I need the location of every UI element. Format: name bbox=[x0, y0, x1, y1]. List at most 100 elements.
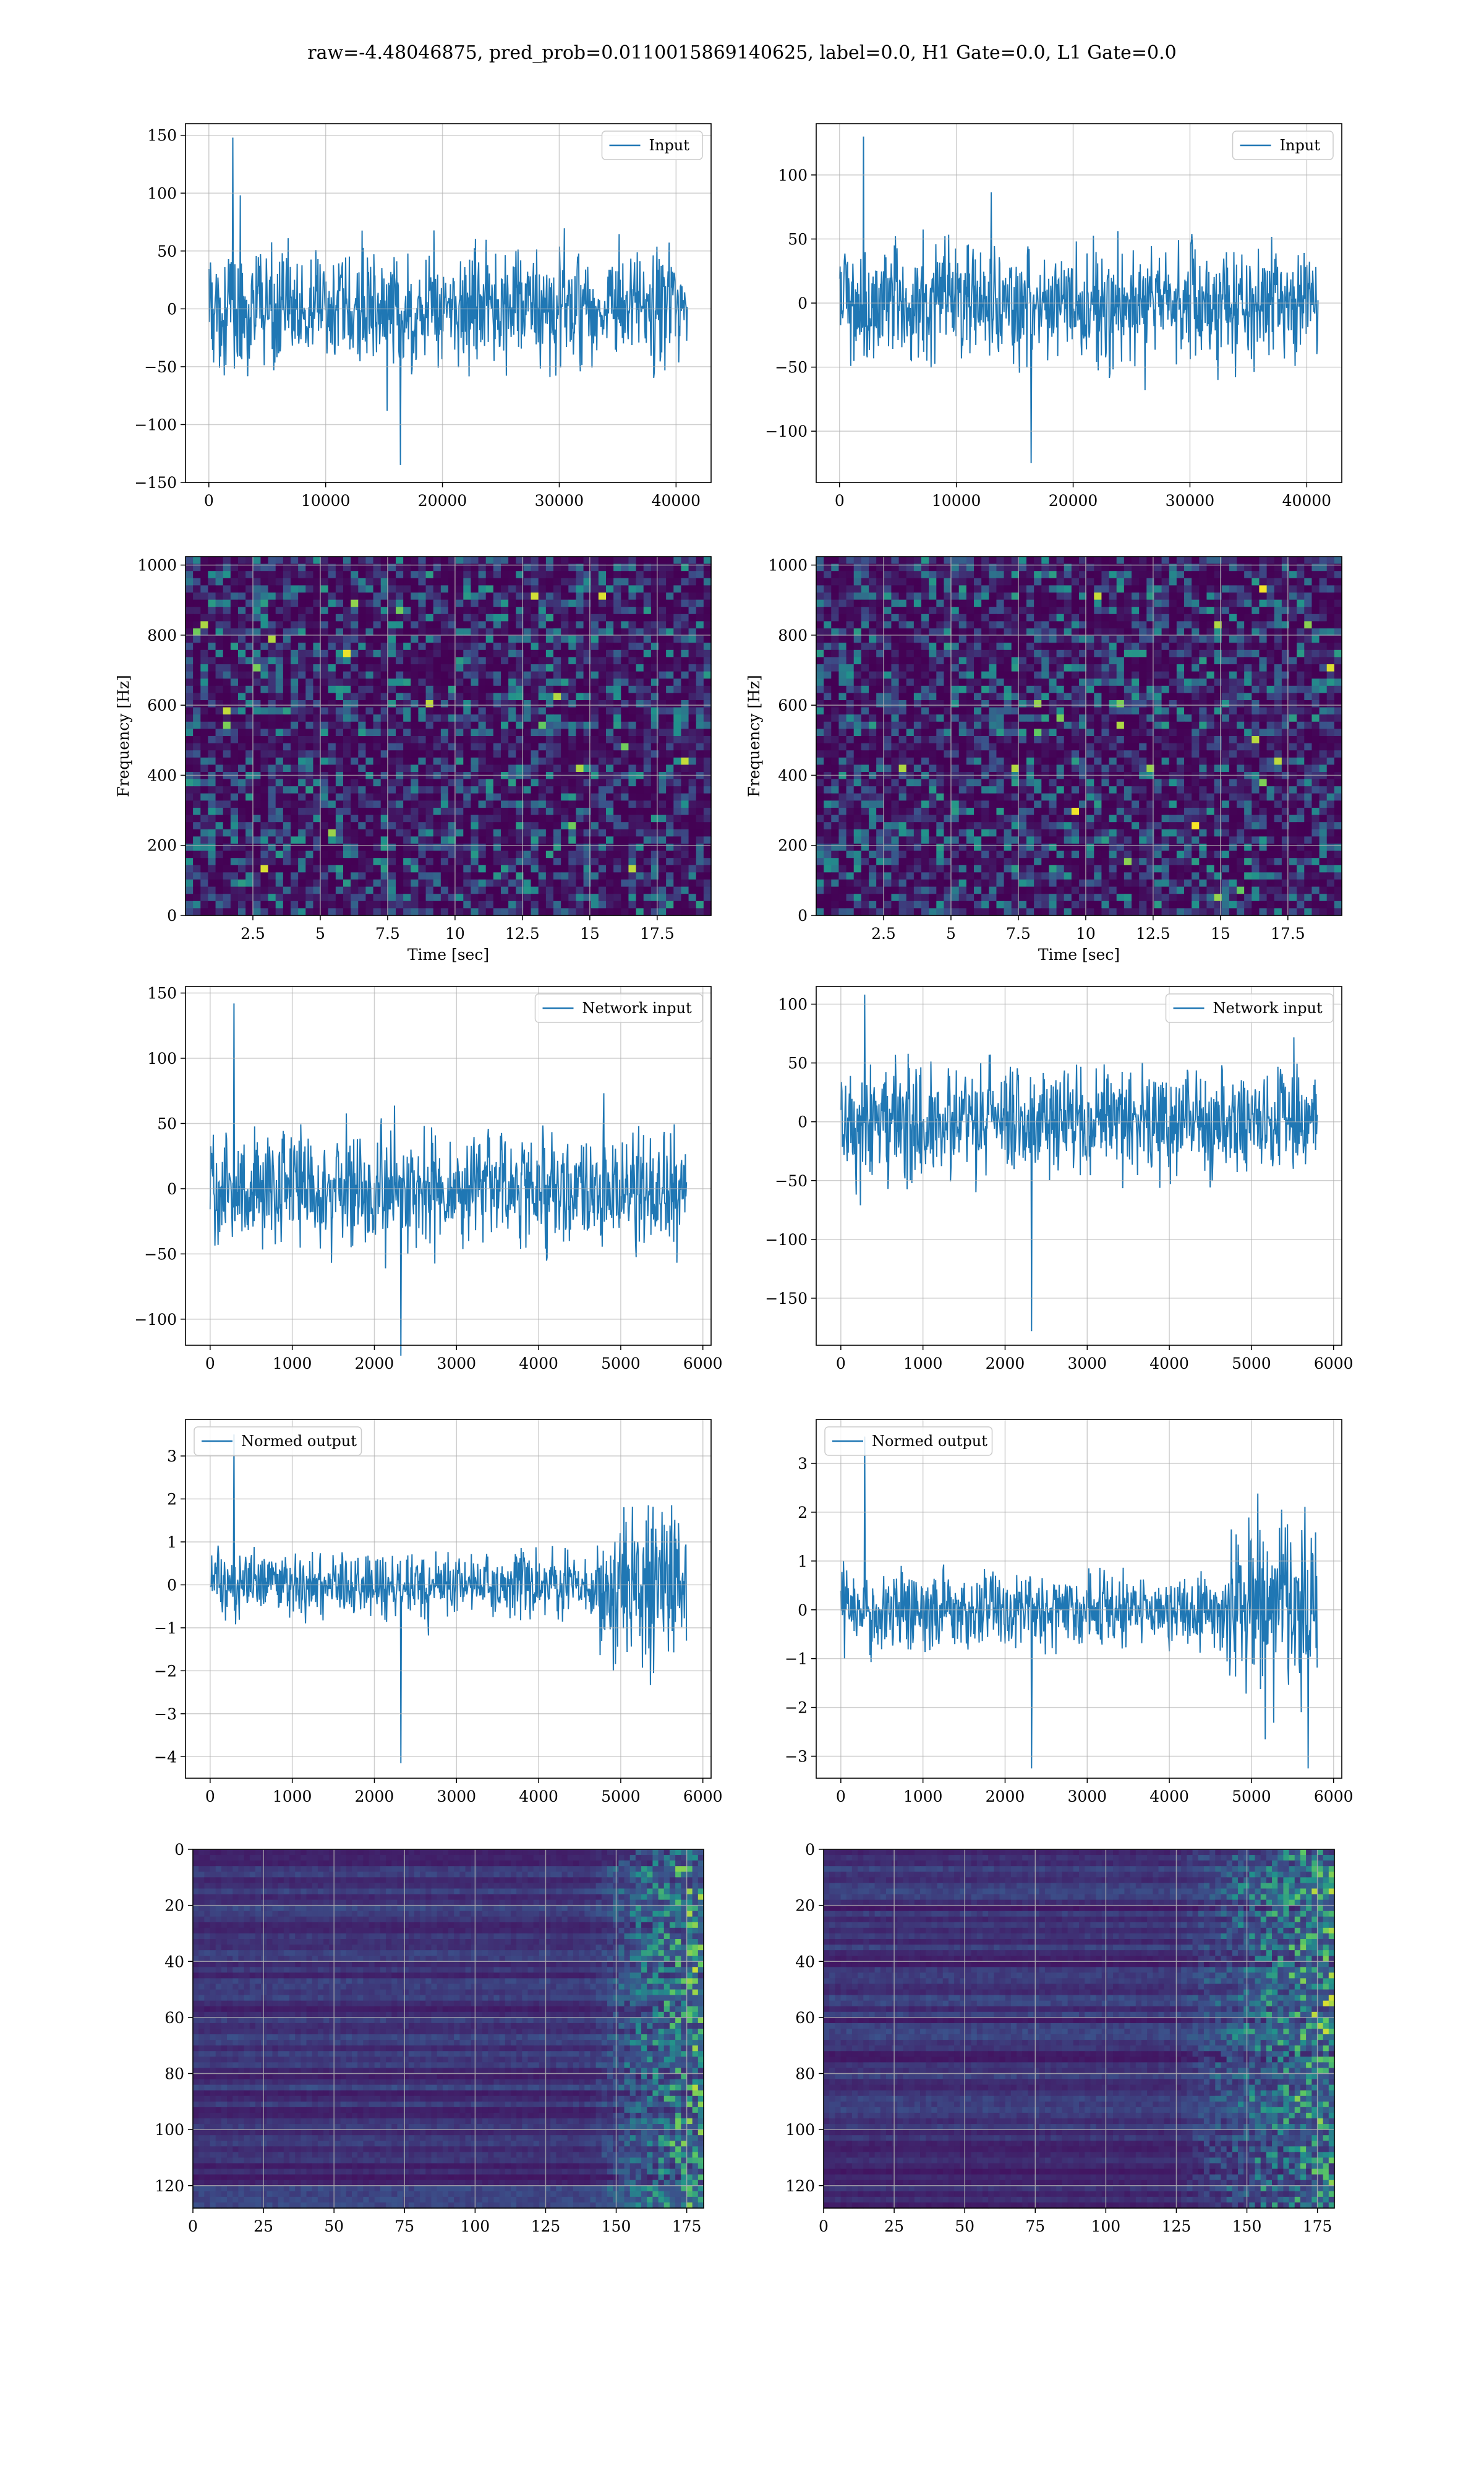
heatmap-cell bbox=[958, 585, 967, 593]
heatmap-cell bbox=[456, 599, 464, 607]
heatmap-cell bbox=[215, 593, 224, 601]
heatmap-cell bbox=[396, 764, 404, 773]
heatmap-cell bbox=[1259, 557, 1268, 565]
heatmap-cell bbox=[471, 707, 479, 715]
heatmap-cell bbox=[448, 707, 456, 715]
heatmap-cell bbox=[425, 872, 434, 880]
heatmap-cell bbox=[328, 593, 336, 601]
heatmap-cell bbox=[846, 621, 855, 629]
heatmap-cell bbox=[200, 614, 209, 622]
heatmap-cell bbox=[508, 822, 516, 830]
heatmap-cell bbox=[268, 693, 276, 701]
heatmap-cell bbox=[516, 563, 524, 571]
heatmap-cell bbox=[1086, 664, 1094, 672]
y-tick-label: 0 bbox=[167, 300, 177, 318]
heatmap-cell bbox=[396, 599, 404, 607]
heatmap-cell bbox=[1252, 557, 1260, 565]
heatmap-cell bbox=[966, 643, 974, 651]
heatmap-cell bbox=[598, 585, 607, 593]
heatmap-cell bbox=[493, 886, 501, 894]
heatmap-cell bbox=[238, 858, 246, 866]
heatmap-cell bbox=[553, 635, 561, 643]
heatmap-cell bbox=[613, 685, 621, 693]
heatmap-cell bbox=[1176, 685, 1185, 693]
heatmap-cell bbox=[1056, 557, 1065, 565]
heatmap-cell bbox=[215, 700, 224, 708]
heatmap-cell bbox=[688, 786, 697, 794]
heatmap-cell bbox=[245, 886, 254, 894]
heatmap-cell bbox=[268, 707, 276, 715]
heatmap-cell bbox=[929, 557, 937, 565]
heatmap-cell bbox=[283, 750, 291, 758]
heatmap-cell bbox=[403, 822, 411, 830]
heatmap-cell bbox=[448, 764, 456, 773]
heatmap-cell bbox=[186, 585, 194, 593]
heatmap-cell bbox=[440, 671, 449, 679]
heatmap-cell bbox=[320, 585, 329, 593]
heatmap-cell bbox=[343, 886, 351, 894]
heatmap-cell bbox=[373, 908, 382, 916]
heatmap-cell bbox=[673, 815, 682, 823]
heatmap-cell bbox=[215, 865, 224, 873]
heatmap-cell bbox=[598, 822, 607, 830]
heatmap-cell bbox=[636, 743, 644, 751]
heatmap-cell bbox=[1169, 643, 1177, 651]
heatmap-cell bbox=[508, 628, 516, 636]
heatmap-cell bbox=[628, 901, 637, 909]
heatmap-cell bbox=[1094, 621, 1102, 629]
heatmap-cell bbox=[411, 685, 419, 693]
heatmap-cell bbox=[869, 657, 877, 665]
heatmap-cell bbox=[238, 743, 246, 751]
heatmap-cell bbox=[598, 808, 607, 816]
heatmap-cell bbox=[335, 750, 344, 758]
heatmap-cell bbox=[1237, 671, 1245, 679]
heatmap-cell bbox=[643, 901, 652, 909]
heatmap-cell bbox=[440, 894, 449, 902]
heatmap-cell bbox=[508, 721, 516, 729]
heatmap-cell bbox=[606, 815, 614, 823]
heatmap-cell bbox=[365, 850, 374, 858]
heatmap-cell bbox=[425, 557, 434, 565]
heatmap-cell bbox=[1252, 649, 1260, 657]
heatmap-cell bbox=[388, 815, 396, 823]
heatmap-cell bbox=[358, 614, 367, 622]
heatmap-cell bbox=[1326, 685, 1335, 693]
heatmap-cell bbox=[433, 800, 441, 808]
heatmap-cell bbox=[508, 800, 516, 808]
heatmap-cell bbox=[1297, 649, 1305, 657]
heatmap-cell bbox=[238, 628, 246, 636]
heatmap-cell bbox=[1139, 649, 1147, 657]
heatmap-cell bbox=[268, 729, 276, 737]
heatmap-cell bbox=[659, 593, 667, 601]
heatmap-cell bbox=[373, 693, 382, 701]
heatmap-cell bbox=[448, 599, 456, 607]
heatmap-cell bbox=[568, 563, 577, 571]
heatmap-cell bbox=[186, 844, 194, 852]
heatmap-cell bbox=[373, 614, 382, 622]
heatmap-cell bbox=[1026, 578, 1034, 586]
heatmap-cell bbox=[553, 901, 561, 909]
heatmap-cell bbox=[523, 757, 532, 765]
heatmap-cell bbox=[373, 808, 382, 816]
heatmap-cell bbox=[681, 599, 689, 607]
heatmap-cell bbox=[545, 714, 554, 722]
heatmap-cell bbox=[471, 578, 479, 586]
heatmap-cell bbox=[921, 557, 929, 565]
heatmap-cell bbox=[523, 593, 532, 601]
heatmap-cell bbox=[613, 901, 621, 909]
heatmap-cell bbox=[508, 793, 516, 801]
panel-spec-L1: 2.5 5 7.5 10 12.5 15 17.502004006008001000Time… bbox=[745, 556, 1342, 964]
heatmap-cell bbox=[388, 678, 396, 687]
heatmap-cell bbox=[568, 585, 577, 593]
heatmap-cell bbox=[1064, 657, 1072, 665]
heatmap-cell bbox=[936, 643, 945, 651]
heatmap-cell bbox=[208, 729, 216, 737]
heatmap-cell bbox=[613, 578, 621, 586]
heatmap-cell bbox=[531, 607, 539, 615]
heatmap-cell bbox=[636, 901, 644, 909]
heatmap-cell bbox=[846, 693, 855, 701]
heatmap-cell bbox=[186, 635, 194, 643]
heatmap-cell bbox=[320, 872, 329, 880]
heatmap-cell bbox=[1252, 643, 1260, 651]
heatmap-cell bbox=[681, 657, 689, 665]
